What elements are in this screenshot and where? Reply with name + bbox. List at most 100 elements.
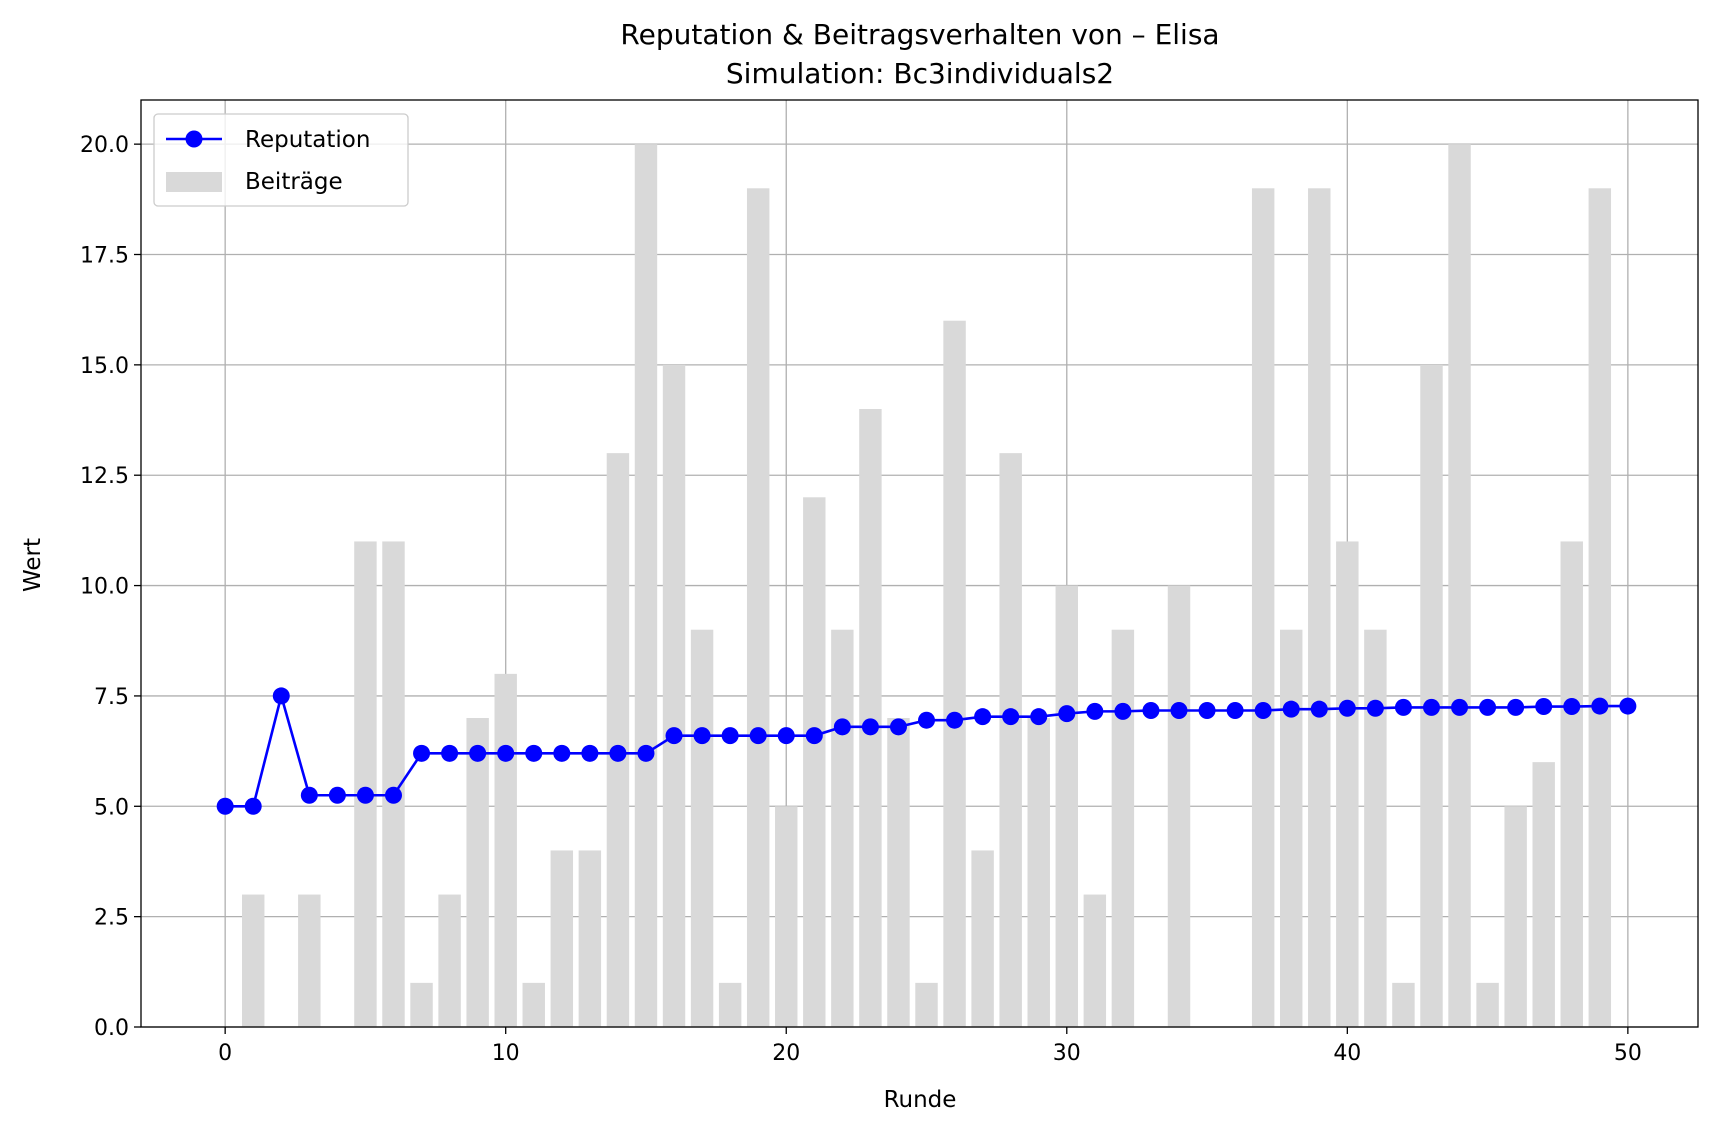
contribution-bar [1055,585,1079,1027]
contribution-bar [1504,806,1527,1027]
contribution-bar [831,629,854,1027]
y-tick-label: 0.0 [94,1016,129,1041]
reputation-point [1394,698,1412,716]
reputation-point [1451,698,1469,716]
contribution-bar [803,497,826,1027]
reputation-point [1619,697,1637,715]
reputation-point [328,786,346,804]
contribution-bar [1027,718,1050,1027]
reputation-point [1170,701,1188,719]
contribution-bar [241,894,265,1027]
contribution-bar [1111,629,1135,1027]
contribution-bar [1448,144,1471,1028]
contribution-bar [1560,541,1583,1027]
reputation-point [805,727,823,745]
reputation-point [693,727,711,745]
contribution-bar [887,718,910,1027]
reputation-point [1254,701,1272,719]
reputation-point [356,786,374,804]
reputation-point [1058,705,1076,723]
reputation-point [469,744,487,762]
contribution-bar [971,850,994,1027]
reputation-point [525,744,543,762]
contribution-bar [438,894,461,1027]
contribution-bar [1392,982,1415,1027]
contribution-bar [466,718,489,1027]
reputation-point [272,687,290,705]
reputation-point [749,727,767,745]
reputation-point [1591,697,1609,715]
reputation-point [609,744,627,762]
legend-reputation-marker [185,130,203,148]
contribution-bar [1420,364,1443,1027]
contribution-bar [354,541,377,1027]
chart-subtitle: Simulation: Bc3individuals2 [726,57,1114,90]
y-tick-label: 12.5 [80,464,129,489]
contribution-bar [494,673,517,1027]
contribution-bar [1308,188,1331,1028]
y-tick-label: 15.0 [80,354,129,379]
x-tick-label: 10 [492,1041,520,1066]
reputation-point [441,744,459,762]
chart-title: Reputation & Beitragsverhalten von – Eli… [620,18,1219,51]
contribution-bar [606,453,630,1028]
x-tick-label: 0 [218,1041,232,1066]
reputation-point [1142,701,1160,719]
reputation-point [1282,700,1300,718]
x-tick-label: 30 [1053,1041,1081,1066]
legend-reputation-label: Reputation [245,127,370,153]
contribution-bar [859,409,882,1027]
contribution-bar [382,541,405,1027]
y-tick-label: 5.0 [94,795,129,820]
contribution-bar [915,982,938,1027]
line-layer [216,687,1637,815]
x-tick-label: 50 [1614,1041,1642,1066]
reputation-point [1198,701,1216,719]
reputation-point [1226,701,1244,719]
reputation-point [833,718,851,736]
reputation-point [216,797,234,815]
legend-contributions-label: Beiträge [245,169,343,195]
reputation-point [497,744,515,762]
contribution-bar [662,364,686,1027]
reputation-point [300,786,318,804]
y-tick-label: 10.0 [80,575,129,600]
contribution-bar [1083,894,1107,1027]
reputation-point [1479,698,1497,716]
contribution-bar [410,982,433,1027]
contribution-bar [578,850,602,1027]
contribution-bar [522,982,545,1027]
reputation-point [974,708,992,726]
contribution-bar [1532,762,1555,1027]
x-tick-label: 20 [772,1041,800,1066]
reputation-point [1507,698,1525,716]
bar-layer [241,144,1612,1028]
reputation-point [918,711,936,729]
y-tick-label: 2.5 [94,906,129,931]
x-tick-label: 40 [1333,1041,1361,1066]
reputation-point [413,744,431,762]
y-tick-label: 7.5 [94,685,129,710]
reputation-point [1366,699,1384,717]
contribution-bar [999,453,1022,1028]
legend: Reputation Beiträge [153,113,409,207]
reputation-point [1114,702,1132,720]
contribution-bar [1279,629,1303,1027]
reputation-point [1422,698,1440,716]
contribution-bar [298,894,321,1027]
reputation-point [721,727,739,745]
contribution-bar [775,806,798,1027]
x-axis-label: Runde [884,1087,957,1113]
reputation-point [553,744,571,762]
contribution-bar [746,188,770,1028]
contribution-bar [1364,629,1387,1027]
reputation-point [1002,708,1020,726]
contribution-bar [1167,585,1191,1027]
reputation-point [777,727,795,745]
reputation-point [946,711,964,729]
y-tick-label: 20.0 [80,133,129,158]
legend-contributions-swatch [166,172,222,192]
reputation-point [861,718,879,736]
reputation-point [581,744,599,762]
